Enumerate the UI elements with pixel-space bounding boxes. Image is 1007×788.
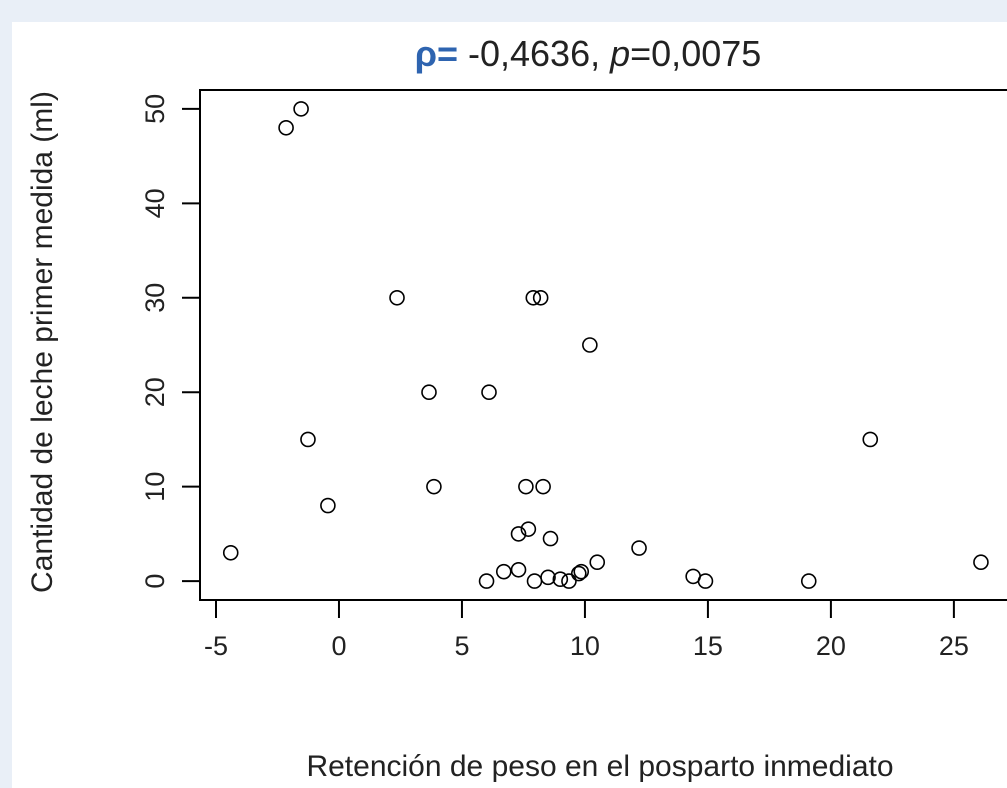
point: [532, 289, 549, 306]
point: [535, 478, 551, 495]
x-tick-label: 5: [454, 631, 469, 661]
x-tick-label: 0: [331, 631, 346, 661]
point: [510, 561, 527, 578]
point: [320, 497, 336, 514]
x-tick-label: -5: [204, 631, 228, 661]
x-tick-label: 20: [816, 631, 846, 661]
plot-frame: [199, 89, 1007, 601]
point: [222, 544, 239, 561]
title-p: p: [609, 33, 630, 74]
x-tick-label: 10: [570, 631, 600, 661]
x-tick-label: 15: [693, 631, 723, 661]
point: [540, 569, 556, 586]
point: [973, 554, 989, 571]
y-tick-label: 30: [140, 283, 170, 313]
point: [697, 573, 714, 589]
point: [421, 384, 437, 401]
point: [278, 119, 294, 136]
point: [582, 337, 598, 353]
chart-title: ρ= -0,4636, p=0,0075: [415, 33, 762, 74]
point: [426, 478, 442, 495]
y-tick-label: 0: [140, 574, 170, 589]
y-tick-label: 20: [140, 377, 170, 407]
point: [520, 521, 537, 537]
point: [518, 478, 534, 495]
point: [510, 526, 527, 542]
x-tick-label: 25: [939, 631, 969, 661]
point: [481, 384, 497, 401]
x-axis-label: Retención de peso en el posparto inmedia…: [306, 750, 893, 783]
point: [800, 573, 817, 589]
point: [589, 554, 606, 571]
point: [573, 563, 590, 580]
panel: [12, 22, 1007, 788]
point: [631, 540, 647, 556]
y-tick-label: 40: [140, 188, 170, 218]
point: [300, 431, 316, 448]
title-p-value: =0,0075: [630, 33, 761, 74]
title-rho: ρ=: [415, 33, 458, 74]
point: [862, 431, 879, 448]
point: [293, 101, 309, 117]
y-tick-label: 10: [140, 472, 170, 502]
point: [542, 530, 559, 547]
y-axis-label: Cantidad de leche primer medida (ml): [26, 91, 59, 593]
title-rho-value: -0,4636,: [458, 33, 610, 74]
point: [525, 289, 542, 306]
point: [552, 571, 569, 588]
point: [561, 573, 577, 589]
y-tick-label: 50: [140, 94, 170, 124]
point: [570, 565, 587, 582]
point: [478, 573, 495, 589]
point: [389, 289, 405, 306]
point: [495, 563, 512, 580]
